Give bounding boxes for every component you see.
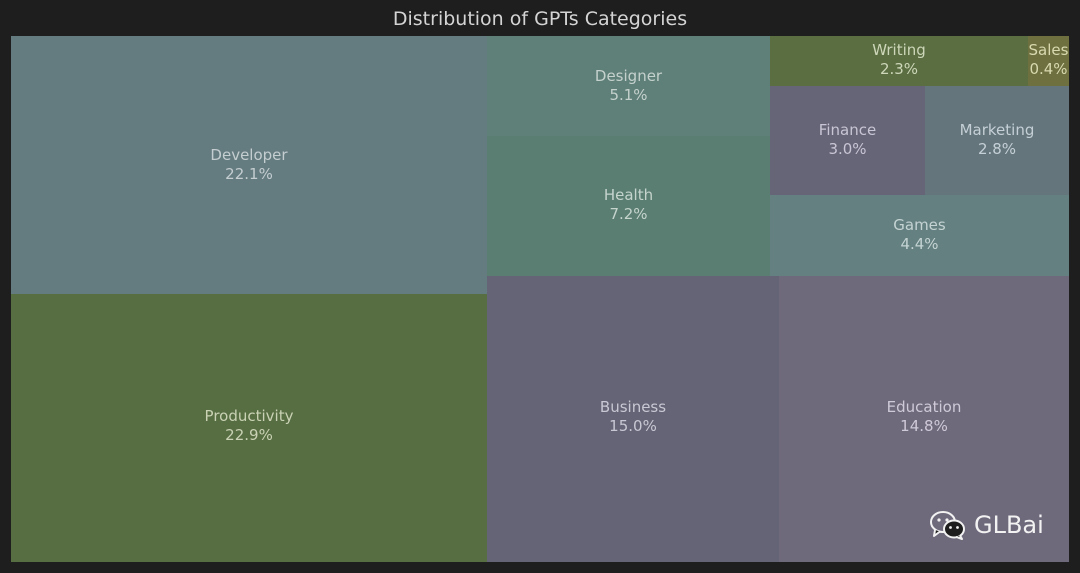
tile-category-name: Developer (210, 146, 288, 164)
treemap-tile-business: Business 15.0% (487, 276, 779, 562)
tile-category-name: Health (603, 186, 654, 204)
tile-label: Writing 2.3% (770, 41, 1028, 79)
tile-percentage: 5.1% (609, 86, 648, 104)
treemap-tile-marketing: Marketing 2.8% (925, 86, 1069, 195)
tile-percentage: 0.4% (1029, 60, 1068, 78)
chart-title: Distribution of GPTs Categories (392, 8, 688, 30)
treemap-tile-writing: Writing 2.3% (770, 36, 1028, 86)
tile-percentage: 15.0% (609, 417, 657, 435)
tile-label: Business 15.0% (487, 398, 779, 436)
tile-label: Games 4.4% (770, 216, 1069, 254)
tile-label: Productivity 22.9% (11, 407, 487, 445)
tile-category-name: Finance (818, 121, 877, 139)
tile-percentage: 2.3% (879, 60, 919, 78)
tile-category-name: Games (893, 216, 946, 234)
tile-category-name: Education (886, 398, 962, 416)
tile-label: Designer 5.1% (487, 67, 770, 105)
watermark: GLBai (930, 508, 1044, 542)
treemap: Developer 22.1% Productivity 22.9% Designer 5… (11, 36, 1069, 562)
watermark-text: GLBai (974, 511, 1044, 539)
treemap-tile-games: Games 4.4% (770, 195, 1069, 276)
tile-label: Health 7.2% (487, 186, 770, 224)
tile-category-name: Marketing (959, 121, 1035, 139)
tile-category-name: Productivity (204, 407, 294, 425)
tile-percentage: 2.8% (977, 140, 1017, 158)
treemap-tile-designer: Designer 5.1% (487, 36, 770, 136)
tile-label: Finance 3.0% (770, 121, 925, 159)
tile-label: Sales 0.4% (1028, 41, 1069, 79)
tile-label: Education 14.8% (779, 398, 1069, 436)
tile-category-name: Writing (872, 41, 926, 59)
treemap-tile-education: Education 14.8% (779, 276, 1069, 562)
tile-percentage: 22.1% (225, 165, 273, 183)
treemap-tile-finance: Finance 3.0% (770, 86, 925, 195)
treemap-tile-sales: Sales 0.4% (1028, 36, 1069, 86)
tile-percentage: 7.2% (609, 205, 648, 223)
treemap-tile-health: Health 7.2% (487, 136, 770, 276)
tile-category-name: Sales (1028, 41, 1069, 59)
wechat-icon (930, 511, 965, 540)
treemap-tile-productivity: Productivity 22.9% (11, 294, 487, 562)
tile-category-name: Designer (594, 67, 663, 85)
treemap-tile-developer: Developer 22.1% (11, 36, 487, 294)
tile-label: Marketing 2.8% (925, 121, 1069, 159)
tile-percentage: 14.8% (900, 417, 948, 435)
tile-percentage: 3.0% (828, 140, 867, 158)
tile-label: Developer 22.1% (11, 146, 487, 184)
tile-category-name: Business (599, 398, 667, 416)
tile-percentage: 4.4% (900, 235, 939, 253)
tile-percentage: 22.9% (225, 426, 273, 444)
